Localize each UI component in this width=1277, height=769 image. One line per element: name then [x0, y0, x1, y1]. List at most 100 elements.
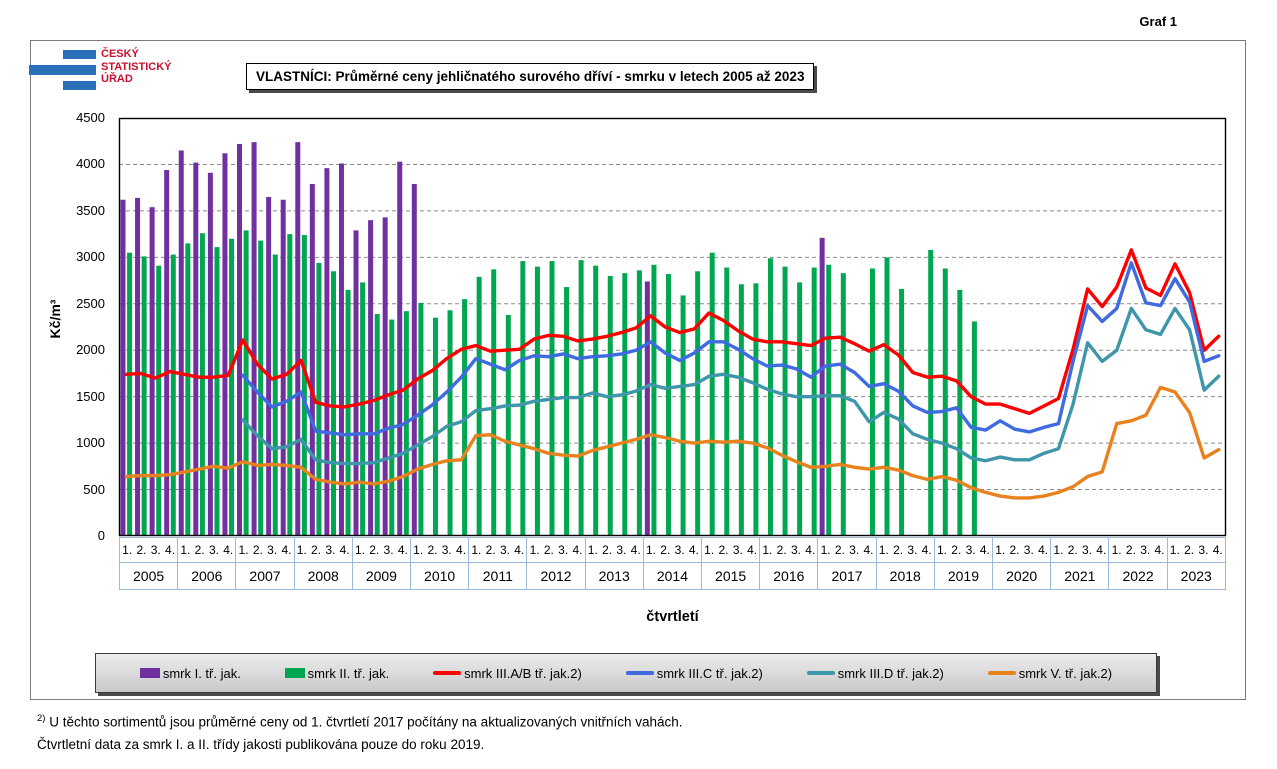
footnote-text-1: U těchto sortimentů jsou průměrné ceny o… — [45, 714, 683, 730]
legend-swatch-line — [987, 671, 1016, 675]
quarter-label: 3. — [150, 543, 161, 557]
bar-smrk-II — [636, 270, 642, 536]
quarter-label: 1. — [995, 543, 1006, 557]
quarter-label: 2. — [252, 543, 263, 557]
csu-logo-text: ČESKÝ STATISTICKÝ ÚŘAD — [101, 48, 171, 86]
bar-smrk-I — [819, 237, 825, 536]
csu-logo-line2: STATISTICKÝ — [101, 60, 172, 73]
quarter-label: 3. — [499, 543, 510, 557]
bar-smrk-I — [295, 142, 301, 536]
csu-logo-bar — [63, 81, 96, 90]
legend-label: smrk I. tř. jak. — [162, 665, 241, 681]
quarter-label: 3. — [674, 543, 685, 557]
year-label: 2013 — [598, 568, 630, 584]
quarter-labels-row: 1. 2. 3. 4. — [469, 538, 527, 563]
footnote-line-2: Čtvrtletní data za smrk I. a II. třídy j… — [37, 736, 485, 752]
legend-label: smrk III.A/B tř. jak.2) — [464, 665, 582, 681]
quarter-labels-row: 1. 2. 3. 4. — [1167, 538, 1225, 563]
x-axis-year-cell: 1. 2. 3. 4. 2013 — [585, 538, 644, 589]
y-tick-label: 1000 — [76, 435, 105, 451]
quarter-label: 2. — [427, 543, 438, 557]
x-axis-year-cell: 1. 2. 3. 4. 2015 — [702, 538, 761, 589]
x-axis-year-cell: 1. 2. 3. 4. 2012 — [527, 538, 586, 589]
bar-smrk-II — [170, 254, 176, 536]
x-axis-year-cell: 1. 2. 3. 4. 2019 — [934, 538, 994, 589]
line-series-0 — [124, 248, 1221, 416]
y-tick-label: 2500 — [76, 295, 105, 311]
chart-frame: ČESKÝ STATISTICKÝ ÚŘAD VLASTNÍCI: Průměr… — [29, 40, 1246, 700]
quarter-label: 4. — [1154, 543, 1165, 557]
x-axis-year-cell: 1. 2. 3. 4. 2007 — [236, 538, 295, 589]
x-axis-year-cell: 1. 2. 3. 4. 2022 — [1109, 538, 1168, 589]
csu-logo-line3: ÚŘAD — [101, 73, 133, 85]
quarter-label: 1. — [878, 543, 889, 557]
quarter-label: 2. — [194, 543, 205, 557]
bar-smrk-I — [149, 207, 155, 536]
quarter-label: 3. — [1081, 543, 1092, 557]
quarter-label: 2. — [543, 543, 554, 557]
year-label: 2006 — [191, 568, 223, 584]
bar-smrk-II — [447, 310, 453, 536]
quarter-label: 2. — [311, 543, 322, 557]
quarter-label: 1. — [1169, 543, 1180, 557]
bar-smrk-I — [222, 153, 228, 536]
quarter-label: 1. — [587, 543, 598, 557]
quarter-label: 1. — [1111, 543, 1122, 557]
quarter-label: 1. — [936, 543, 947, 557]
x-axis-year-cell: 1. 2. 3. 4. 2016 — [760, 538, 819, 589]
year-label: 2007 — [249, 568, 281, 584]
x-axis-year-cell: 1. 2. 3. 4. 2011 — [469, 538, 528, 589]
bar-smrk-II — [199, 233, 205, 536]
graf-number-label: Graf 1 — [1139, 14, 1177, 29]
bar-smrk-I — [280, 199, 286, 536]
plot-svg — [118, 117, 1227, 537]
quarter-labels-row: 1. 2. 3. 4. — [1051, 538, 1109, 563]
quarter-label: 4. — [281, 543, 292, 557]
x-axis-year-cell: 1. 2. 3. 4. 2014 — [643, 538, 703, 589]
bar-smrk-II — [928, 249, 934, 536]
legend-label: smrk III.C tř. jak.2) — [656, 665, 763, 681]
quarter-label: 3. — [558, 543, 569, 557]
bar-smrk-II — [651, 264, 657, 536]
legend-item-2: smrk III.A/B tř. jak.2) — [433, 666, 582, 681]
bar-smrk-II — [331, 271, 337, 536]
bar-smrk-II — [476, 276, 482, 536]
bar-smrk-II — [666, 274, 672, 536]
bar-smrk-I — [397, 161, 403, 536]
quarter-label: 2. — [369, 543, 380, 557]
quarter-label: 4. — [921, 543, 932, 557]
quarter-labels-row: 1. 2. 3. 4. — [934, 538, 993, 563]
legend-item-1: smrk II. tř. jak. — [284, 666, 389, 681]
bar-smrk-II — [593, 265, 599, 536]
bar-smrk-II — [884, 257, 890, 536]
bar-smrk-II — [374, 313, 380, 536]
y-tick-label: 0 — [97, 528, 105, 543]
quarter-label: 3. — [1023, 543, 1034, 557]
legend-swatch-bar — [284, 668, 305, 678]
legend-swatch-line — [625, 671, 654, 675]
bar-smrk-I — [382, 217, 388, 536]
bar-smrk-II — [127, 252, 133, 536]
quarter-label: 2. — [718, 543, 729, 557]
quarter-label: 2. — [834, 543, 845, 557]
y-tick-label: 4500 — [76, 110, 105, 125]
legend-swatch-bar — [139, 668, 160, 678]
bar-smrk-II — [258, 240, 264, 536]
bar-smrk-I — [309, 183, 315, 536]
quarter-label: 1. — [471, 543, 482, 557]
y-tick-label: 3000 — [76, 249, 105, 265]
plot-area — [118, 117, 1227, 537]
legend-item-3: smrk III.C tř. jak.2) — [625, 665, 763, 681]
bar-smrk-I — [324, 168, 330, 536]
quarter-label: 3. — [790, 543, 801, 557]
footnote-marker: 2) — [37, 713, 46, 724]
quarter-labels-row: 1. 2. 3. 4. — [643, 538, 702, 563]
year-label: 2017 — [831, 568, 863, 584]
quarter-label: 2. — [1067, 543, 1078, 557]
chart-title: VLASTNÍCI: Průměrné ceny jehličnatého su… — [246, 63, 815, 90]
quarter-label: 3. — [849, 543, 860, 557]
footnotes: 2) U těchto sortimentů jsou průměrné cen… — [37, 708, 683, 756]
bar-smrk-II — [709, 252, 715, 536]
quarter-label: 1. — [413, 543, 424, 557]
